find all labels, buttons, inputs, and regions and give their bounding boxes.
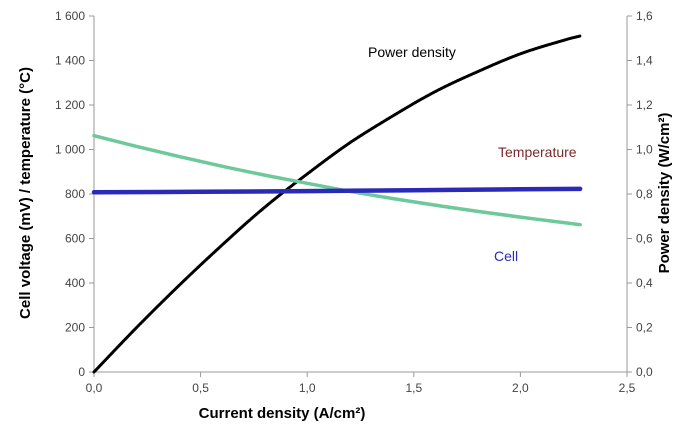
y-right-axis-title: Power density (W/cm²) [656,113,673,274]
y-left-tick-label: 200 [65,321,85,335]
x-tick-label: 1,5 [405,381,422,395]
x-axis-title: Current density (A/cm²) [199,405,366,422]
y-left-axis-ticks: 0 200 400 600 800 1 000 1 200 1 400 1 600 [55,9,94,379]
y-left-tick-label: 1 200 [55,98,85,112]
y-right-tick-label: 0,8 [636,187,653,201]
y-right-tick-label: 0,0 [636,365,653,379]
y-left-tick-label: 1 000 [55,143,85,157]
x-tick-label: 1,0 [299,381,316,395]
x-tick-label: 0,5 [192,381,209,395]
y-right-tick-label: 1,6 [636,9,653,23]
y-left-tick-label: 800 [65,187,85,201]
series-line-power-density [92,34,582,374]
y-right-tick-label: 0,4 [636,276,653,290]
series-line-cell [91,186,583,195]
y-left-tick-label: 0 [78,365,85,379]
series-label-power-density: Power density [368,44,456,60]
series-label-layer: Power density Temperature Cell [368,44,577,264]
y-left-axis-title: Cell voltage (mV) / temperature (°C) [17,67,34,319]
y-left-tick-label: 600 [65,232,85,246]
y-right-tick-label: 0,2 [636,321,653,335]
x-axis-ticks: 0,0 0,5 1,0 1,5 2,0 2,5 [86,372,636,395]
x-tick-label: 0,0 [86,381,103,395]
y-right-axis-ticks: 0,0 0,2 0,4 0,6 0,8 1,0 1,2 1,4 1,6 [627,9,653,379]
y-left-tick-label: 1 600 [55,9,85,23]
x-tick-label: 2,5 [619,381,636,395]
x-tick-label: 2,0 [512,381,529,395]
y-left-tick-label: 400 [65,276,85,290]
series-label-cell: Cell [494,248,518,264]
y-right-tick-label: 0,6 [636,232,653,246]
y-right-tick-label: 1,0 [636,143,653,157]
y-right-tick-label: 1,4 [636,54,653,68]
y-left-tick-label: 1 400 [55,54,85,68]
series-layer [91,34,583,374]
y-right-tick-label: 1,2 [636,98,653,112]
series-label-temperature: Temperature [498,144,577,160]
